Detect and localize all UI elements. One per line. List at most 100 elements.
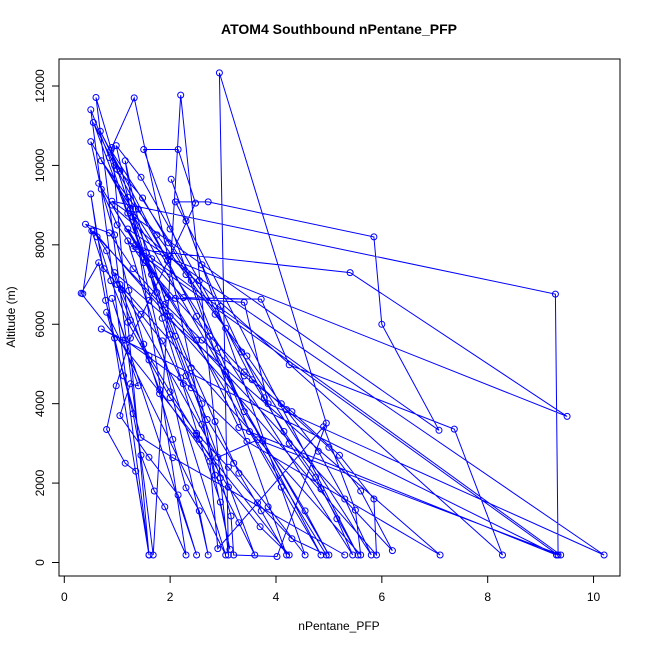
- data-point: [166, 330, 174, 338]
- data-point: [145, 453, 153, 461]
- data-point: [317, 485, 325, 493]
- data-point: [113, 281, 121, 288]
- data-point: [182, 551, 190, 559]
- data-point: [153, 289, 161, 296]
- data-point: [346, 269, 354, 277]
- data-point: [129, 213, 137, 221]
- data-point: [254, 436, 261, 444]
- data-point: [140, 146, 148, 153]
- y-axis: 0 2000 4000 6000 8000 10000 12000: [33, 69, 60, 566]
- data-point: [373, 551, 380, 559]
- data-point: [317, 551, 325, 559]
- data-point: [145, 296, 153, 304]
- data-point: [277, 400, 285, 408]
- data-point: [277, 483, 285, 491]
- data-point: [82, 220, 89, 228]
- data-point: [187, 364, 195, 372]
- data-point: [204, 198, 212, 206]
- data-point: [240, 408, 248, 416]
- x-axis-label: nPentane_PFP: [298, 619, 379, 633]
- data-point: [158, 314, 166, 322]
- data-point: [226, 545, 234, 553]
- data-point: [153, 231, 161, 239]
- data-point: [140, 259, 148, 267]
- data-point: [93, 233, 101, 241]
- series-line: [80, 72, 605, 558]
- data-point: [169, 454, 177, 462]
- data-point: [132, 205, 140, 213]
- data-point: [246, 428, 253, 435]
- data-point: [248, 376, 256, 384]
- data-point: [142, 249, 150, 257]
- data-point: [111, 334, 119, 342]
- data-point: [116, 281, 124, 288]
- data-point: [222, 551, 230, 559]
- data-point: [354, 551, 362, 559]
- data-point: [215, 69, 223, 77]
- data-point: [103, 426, 111, 433]
- data-point: [216, 474, 224, 482]
- data-point: [193, 431, 201, 439]
- data-point: [111, 161, 119, 169]
- series-layer: [77, 69, 608, 560]
- data-point: [551, 290, 559, 298]
- data-point: [214, 545, 222, 553]
- data-point: [235, 519, 243, 527]
- y-tick-label: 8000: [33, 231, 47, 258]
- data-point: [165, 239, 173, 247]
- data-point: [251, 551, 259, 559]
- data-point: [89, 119, 97, 126]
- data-point: [145, 356, 153, 364]
- data-point: [264, 503, 272, 511]
- data-point: [553, 551, 560, 559]
- data-point: [124, 193, 132, 201]
- data-point: [137, 310, 145, 318]
- data-point: [103, 308, 111, 316]
- data-point: [600, 551, 608, 559]
- data-point: [137, 433, 145, 441]
- data-point: [130, 94, 138, 102]
- data-point: [87, 106, 95, 114]
- chart-title: ATOM4 Southbound nPentane_PFP: [221, 21, 457, 37]
- data-point: [145, 551, 153, 559]
- data-point: [150, 487, 158, 495]
- data-point: [97, 185, 105, 193]
- data-point: [333, 515, 341, 523]
- data-point: [126, 316, 134, 324]
- data-point: [77, 289, 85, 297]
- data-point: [193, 429, 201, 437]
- data-point: [112, 142, 120, 150]
- data-point: [370, 495, 378, 503]
- data-point: [235, 469, 243, 477]
- data-point: [357, 551, 365, 559]
- data-point: [314, 447, 322, 455]
- data-point: [124, 225, 132, 233]
- data-point: [140, 340, 148, 348]
- x-tick-label: 8: [484, 590, 491, 604]
- data-point: [367, 551, 375, 559]
- data-point: [120, 372, 128, 380]
- data-point: [206, 457, 214, 465]
- data-point: [166, 312, 174, 320]
- data-point: [351, 506, 359, 514]
- data-point: [156, 390, 164, 398]
- data-point: [378, 320, 386, 328]
- data-point: [257, 295, 265, 303]
- data-point: [280, 428, 288, 435]
- data-point: [105, 154, 113, 161]
- data-point: [211, 310, 219, 318]
- data-point: [164, 294, 171, 302]
- data-point: [137, 451, 145, 459]
- data-point: [273, 553, 281, 560]
- data-point: [161, 503, 169, 511]
- data-point: [204, 551, 212, 559]
- data-point: [187, 384, 195, 392]
- data-point: [166, 388, 174, 396]
- data-point: [113, 221, 121, 229]
- data-point: [182, 217, 190, 225]
- data-point: [95, 259, 103, 267]
- data-point: [195, 507, 203, 515]
- data-point: [124, 237, 132, 245]
- data-point: [301, 507, 309, 515]
- data-point: [322, 551, 330, 559]
